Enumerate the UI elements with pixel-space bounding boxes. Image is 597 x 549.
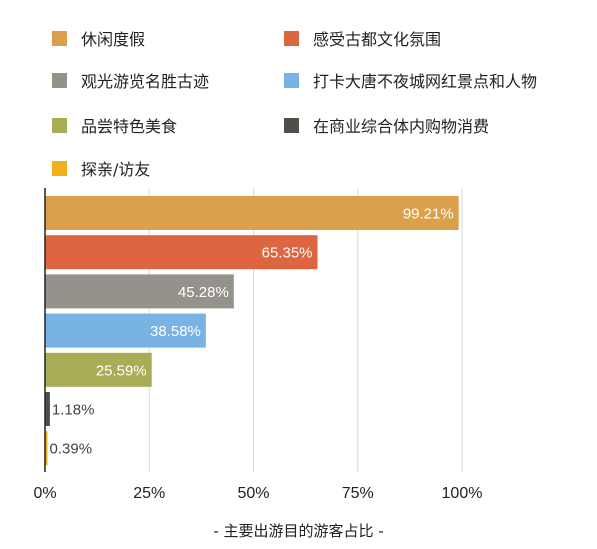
bar-visit-relatives xyxy=(45,431,48,466)
data-label-ancient-capital-culture: 65.35% xyxy=(262,245,313,262)
legend-label-visit-relatives: 探亲/访友 xyxy=(81,160,151,179)
legend-item-sightseeing: 观光游览名胜古迹 xyxy=(52,68,209,92)
x-tick-label-100: 100% xyxy=(442,485,483,502)
legend-item-visit-relatives: 探亲/访友 xyxy=(52,156,150,180)
bar-datang-everbright-city xyxy=(45,313,206,348)
legend-swatch-leisure-vacation xyxy=(52,30,67,46)
x-tick-label-75: 75% xyxy=(342,485,374,502)
legend-swatch-local-food xyxy=(52,117,67,133)
legend-label-datang-everbright-city: 打卡大唐不夜城网红景点和人物 xyxy=(313,72,538,91)
bar-sightseeing xyxy=(45,274,234,309)
legend-swatch-ancient-capital-culture xyxy=(284,30,299,46)
x-axis-tick-labels: 0% 25% 50% 75% 100% xyxy=(33,485,482,502)
bars xyxy=(45,196,459,466)
data-label-visit-relatives: 0.39% xyxy=(50,441,93,458)
bar-local-food xyxy=(45,352,152,387)
data-label-datang-everbright-city: 38.58% xyxy=(150,323,201,340)
legend-label-ancient-capital-culture: 感受古都文化氛围 xyxy=(313,30,442,49)
x-tick-label-25: 25% xyxy=(133,485,165,502)
x-tick-label-50: 50% xyxy=(237,485,269,502)
legend-swatch-datang-everbright-city xyxy=(284,72,299,88)
legend-swatch-mall-shopping xyxy=(284,117,299,133)
bar-ancient-capital-culture xyxy=(45,235,318,270)
chart-caption: - 主要出游目的游客占比 - xyxy=(213,522,384,540)
legend-item-local-food: 品尝特色美食 xyxy=(52,113,177,137)
legend-item-ancient-capital-culture: 感受古都文化氛围 xyxy=(284,26,441,50)
x-tick-label-0: 0% xyxy=(33,485,56,502)
bar-mall-shopping xyxy=(45,392,50,426)
legend-item-datang-everbright-city: 打卡大唐不夜城网红景点和人物 xyxy=(284,68,537,92)
legend-swatch-visit-relatives xyxy=(52,160,67,176)
data-label-mall-shopping: 1.18% xyxy=(52,402,95,419)
legend: 休闲度假 感受古都文化氛围 观光游览名胜古迹 打卡大唐不夜城网红景点和人物 品尝… xyxy=(0,0,597,190)
legend-label-sightseeing: 观光游览名胜古迹 xyxy=(81,72,210,91)
legend-label-local-food: 品尝特色美食 xyxy=(81,117,178,136)
legend-item-leisure-vacation: 休闲度假 xyxy=(52,26,145,50)
legend-label-leisure-vacation: 休闲度假 xyxy=(81,30,146,49)
data-label-leisure-vacation: 99.21% xyxy=(403,206,454,223)
legend-item-mall-shopping: 在商业综合体内购物消费 xyxy=(284,113,489,137)
bar-labels: 99.21% 65.35% 45.28% 38.58% 25.59% 1.18% 0.39% xyxy=(50,206,454,458)
data-label-local-food: 25.59% xyxy=(96,362,147,379)
legend-swatch-sightseeing xyxy=(52,72,67,88)
bar-leisure-vacation xyxy=(45,196,459,230)
data-label-sightseeing: 45.28% xyxy=(178,284,229,301)
legend-label-mall-shopping: 在商业综合体内购物消费 xyxy=(313,117,490,136)
